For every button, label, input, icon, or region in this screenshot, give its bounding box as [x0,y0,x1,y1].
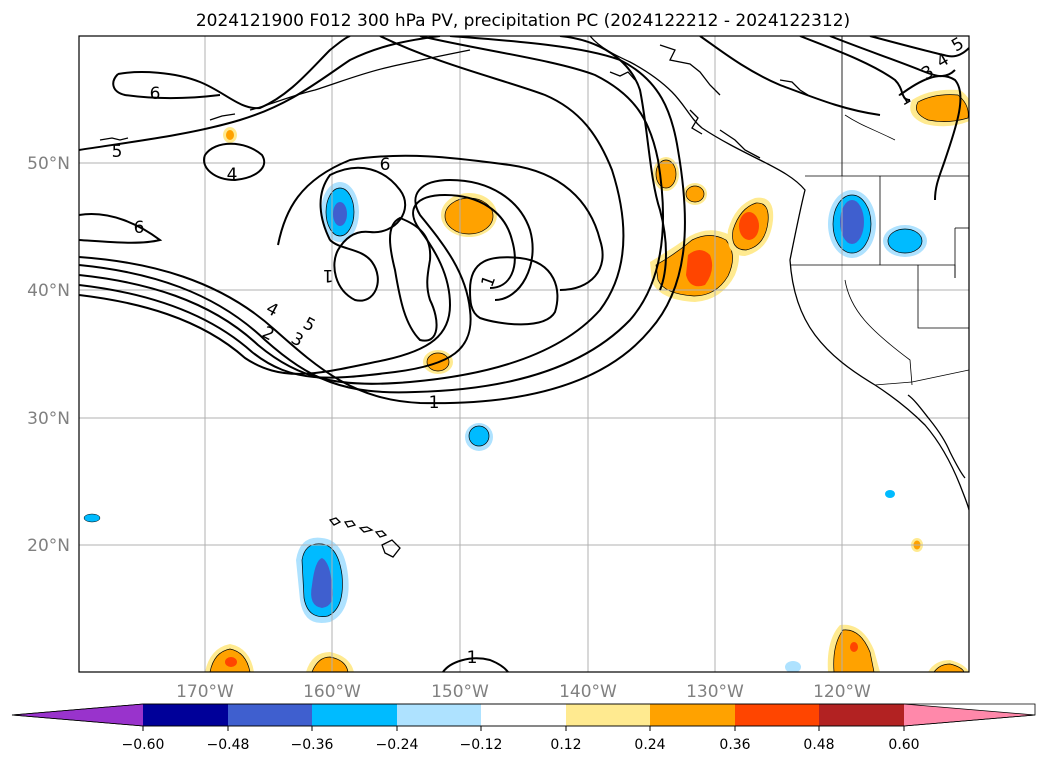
colorbar-extend-low [12,704,143,726]
contour-label: 1 [429,393,440,413]
precip-positive-cell [727,197,774,256]
longitude-labels: 170°W 160°W 150°W 140°W 130°W 120°W [176,682,871,702]
colorbar-tick-label: −0.48 [207,737,250,753]
precip-positive-cell [306,652,354,672]
colorbar-segment [735,704,819,726]
lat-label: 40°N [27,281,70,301]
contour-label: 6 [150,84,161,104]
colorbar-segment [228,704,312,726]
contour-label: 1 [467,648,478,668]
precip-positive-cell [653,157,679,191]
precip-positive-cell [205,644,254,672]
precip-positive-cell [223,127,237,143]
precip-positive-cell [441,193,497,237]
political-borders [790,36,969,386]
colorbar-segment [143,704,228,726]
lat-label: 50°N [27,154,70,174]
precip-positive-cell [683,183,707,205]
latitude-labels: 50°N 40°N 30°N 20°N [27,154,70,556]
colorbar-segment [397,704,481,726]
precip-positive-cell [928,660,969,672]
colorbar-tick-label: −0.36 [291,737,334,753]
colorbar-ticks [142,726,905,731]
precip-negative-cell [465,423,493,451]
contour-label: 1 [323,265,334,285]
contour-label: 6 [134,218,145,238]
colorbar-tick-label: −0.24 [376,737,419,753]
lon-label: 140°W [559,682,617,702]
map-frame [78,35,970,673]
precip-negative-cell [883,225,927,257]
lon-label: 170°W [176,682,234,702]
colorbar-extend-high [904,704,1035,726]
map-content [79,36,969,672]
colorbar-tick-label: 0.60 [888,737,919,753]
lon-label: 130°W [686,682,744,702]
colorbar-tick-label: 0.12 [550,737,581,753]
lon-label: 160°W [303,682,361,702]
colorbar-segment [819,704,904,726]
coastlines [99,36,969,558]
precip-negative-cell [828,190,876,258]
map-title: 2024121900 F012 300 hPa PV, precipitatio… [196,11,850,31]
contour-label: 4 [227,165,238,185]
precip-negative-cell [885,490,895,498]
colorbar-segment [566,704,650,726]
lat-label: 20°N [27,536,70,556]
contour-label: 5 [112,142,123,162]
precip-positive-cell [827,624,880,672]
colorbar-tick-label: 0.48 [803,737,834,753]
precip-negative-cell [296,537,349,624]
lon-label: 150°W [431,682,489,702]
colorbar: −0.60 −0.48 −0.36 −0.24 −0.12 0.12 0.24 … [11,703,1036,753]
colorbar-tick-label: −0.12 [460,737,503,753]
colorbar-segment [650,704,735,726]
lon-label: 120°W [813,682,871,702]
contour-label: 6 [380,155,391,175]
precip-positive-cell [910,89,969,127]
colorbar-tick-label: −0.60 [122,737,165,753]
precip-negative-cell [83,513,101,523]
lat-label: 30°N [27,409,70,429]
precip-negative-cell [785,661,801,672]
precip-positive-cell [650,230,739,302]
map-area [79,36,969,672]
graticule [79,36,969,672]
colorbar-segment [312,704,397,726]
colorbar-tick-label: 0.24 [634,737,665,753]
precip-negative-cell [321,182,359,242]
colorbar-tick-label: 0.36 [719,737,750,753]
colorbar-segment [481,704,566,726]
